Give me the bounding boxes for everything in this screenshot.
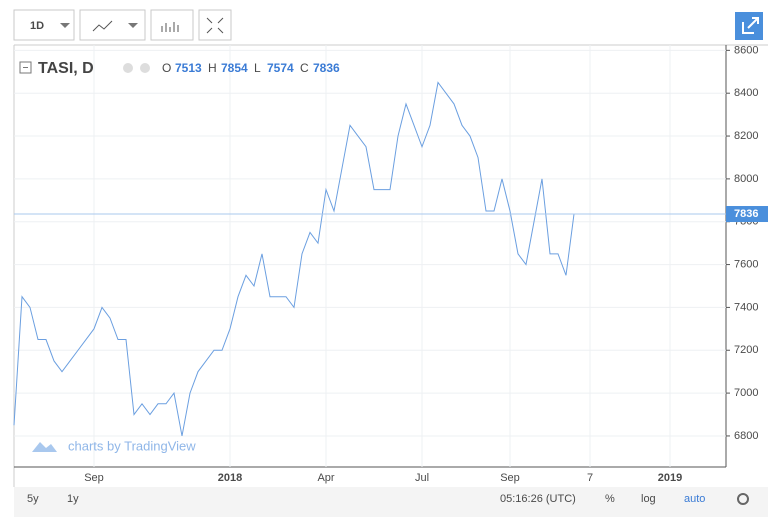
indicators-icon bbox=[161, 22, 179, 32]
range-button[interactable]: 1y bbox=[67, 493, 79, 505]
y-tick-label: 7000 bbox=[734, 387, 758, 399]
ohlc-key: C bbox=[300, 61, 309, 75]
ohlc-value: 7854 bbox=[221, 61, 248, 75]
watermark-logo bbox=[32, 442, 57, 452]
line-icon bbox=[92, 20, 113, 32]
plot: 6800700072007400760078008000820084008600… bbox=[13, 44, 768, 484]
footer: 5y 1y 05:16:26 (UTC)% log auto bbox=[27, 493, 749, 505]
fullscreen-icon bbox=[206, 17, 224, 34]
interval-label: 1D bbox=[30, 20, 44, 32]
indicators-button[interactable] bbox=[150, 9, 194, 41]
y-tick-label: 8200 bbox=[734, 130, 758, 142]
settings-icon[interactable] bbox=[140, 63, 150, 73]
axis-option[interactable]: % bbox=[605, 493, 615, 505]
x-tick-label: 2018 bbox=[218, 472, 242, 484]
x-tick-label: Jul bbox=[415, 472, 429, 484]
ohlc-value: 7574 bbox=[267, 61, 294, 75]
ohlc-key: H bbox=[208, 61, 217, 75]
ohlc-legend: O 7513 H 7854 L 7574 C 7836 bbox=[162, 61, 340, 75]
y-tick-label: 7200 bbox=[734, 344, 758, 356]
last-price-box bbox=[726, 206, 768, 223]
x-tick-label: 2019 bbox=[658, 472, 682, 484]
y-tick-label: 8600 bbox=[734, 44, 758, 56]
y-tick-label: 7400 bbox=[734, 301, 758, 313]
ohlc-value: 7836 bbox=[313, 61, 340, 75]
last-price-label: 7836 bbox=[734, 208, 758, 220]
x-tick-label: Sep bbox=[500, 472, 520, 484]
popout-icon bbox=[742, 17, 759, 34]
y-tick-label: 8000 bbox=[734, 173, 758, 185]
symbol-title: TASI, D bbox=[38, 60, 94, 77]
x-tick-label: 7 bbox=[587, 472, 593, 484]
axis-option[interactable]: auto bbox=[684, 493, 705, 505]
dropdown-arrow bbox=[128, 23, 138, 28]
price-line bbox=[13, 81, 575, 437]
x-tick-label: Sep bbox=[84, 472, 104, 484]
y-tick-label: 8400 bbox=[734, 87, 758, 99]
collapse-icon[interactable] bbox=[19, 61, 32, 74]
y-tick-label: 7600 bbox=[734, 258, 758, 270]
watermark: charts by TradingView bbox=[68, 438, 196, 453]
ohlc-key: O bbox=[162, 61, 171, 75]
ohlc-key: L bbox=[254, 61, 261, 75]
range-button[interactable]: 5y bbox=[27, 493, 39, 505]
axis-option[interactable]: log bbox=[641, 493, 656, 505]
clock: 05:16:26 (UTC) bbox=[500, 493, 576, 505]
y-tick-label: 6800 bbox=[734, 430, 758, 442]
ohlc-value: 7513 bbox=[175, 61, 202, 75]
settings-gear[interactable] bbox=[737, 493, 749, 505]
settings-icon[interactable] bbox=[123, 63, 133, 73]
footer-bar bbox=[14, 487, 768, 517]
x-tick-label: Apr bbox=[317, 472, 334, 484]
fullscreen-button[interactable] bbox=[198, 9, 232, 41]
dropdown-arrow bbox=[60, 23, 70, 28]
